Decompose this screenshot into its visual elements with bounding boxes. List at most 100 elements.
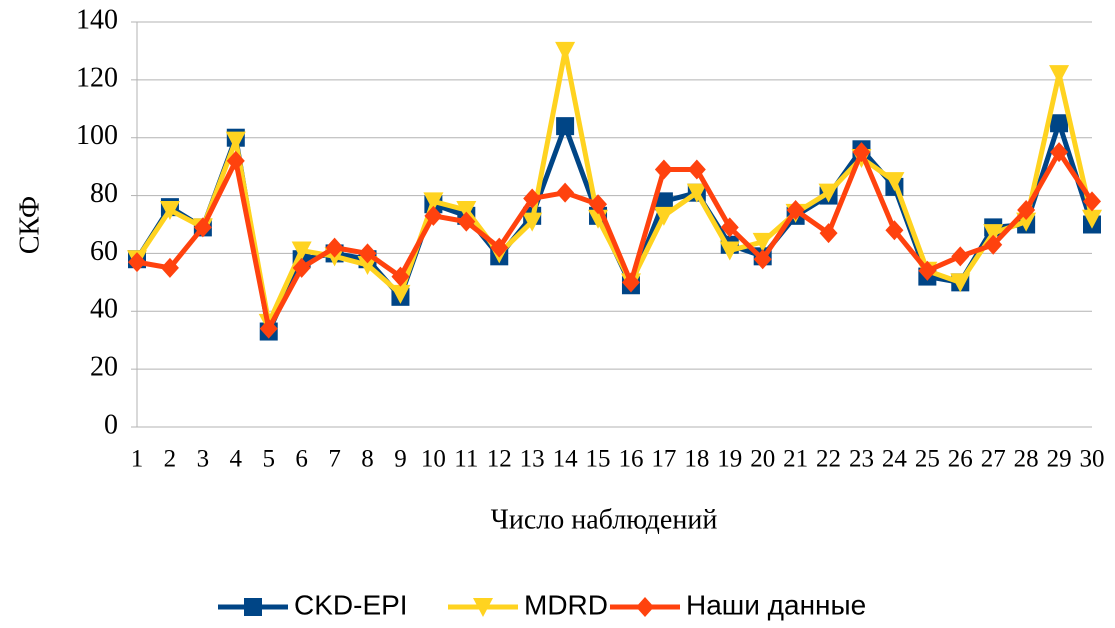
marker — [1083, 191, 1101, 212]
legend-label: CKD-EPI — [294, 589, 408, 620]
y-tick-label: 120 — [76, 62, 118, 93]
x-tick-label: 23 — [849, 446, 874, 473]
x-tick-label: 5 — [262, 446, 275, 473]
y-tick-label: 20 — [90, 352, 118, 383]
marker — [456, 201, 477, 221]
marker — [686, 183, 707, 203]
x-tick-label: 13 — [520, 446, 545, 473]
marker — [1082, 209, 1102, 229]
legend-marker — [636, 597, 654, 617]
marker — [621, 272, 640, 293]
x-tick-label: 11 — [454, 446, 478, 473]
marker — [457, 211, 476, 232]
marker — [193, 217, 212, 238]
x-tick-label: 1 — [131, 446, 144, 473]
marker — [1049, 65, 1070, 85]
marker — [951, 246, 970, 267]
marker — [390, 284, 411, 304]
marker — [819, 223, 838, 244]
marker — [357, 256, 378, 275]
marker — [984, 234, 1003, 255]
legend-label: Наши данные — [686, 589, 866, 620]
y-tick-label: 80 — [90, 178, 118, 209]
marker — [128, 252, 146, 273]
marker — [424, 205, 443, 226]
x-tick-label: 15 — [586, 446, 611, 473]
marker — [1017, 200, 1036, 221]
x-tick-label: 25 — [915, 446, 940, 473]
marker — [291, 241, 312, 261]
y-tick-label: 100 — [76, 120, 118, 151]
y-tick-label: 140 — [76, 4, 118, 35]
x-tick-label: 10 — [421, 446, 446, 473]
x-tick-label: 28 — [1014, 446, 1039, 473]
x-tick-label: 30 — [1080, 446, 1105, 473]
marker — [259, 318, 278, 339]
marker — [653, 206, 674, 226]
x-tick-label: 3 — [197, 446, 210, 473]
marker — [786, 200, 805, 221]
marker — [950, 273, 971, 293]
x-tick-label: 6 — [295, 446, 308, 473]
y-tick-label: 60 — [90, 236, 118, 267]
marker — [358, 243, 377, 264]
series-line — [136, 149, 1095, 332]
marker — [490, 237, 509, 258]
x-tick-label: 16 — [618, 446, 643, 473]
marker — [522, 212, 543, 232]
marker — [226, 150, 245, 171]
marker — [556, 182, 575, 203]
marker — [852, 142, 871, 163]
x-tick-label: 17 — [651, 446, 676, 473]
marker — [391, 266, 410, 287]
x-tick-label: 19 — [717, 446, 742, 473]
marker — [983, 224, 1004, 244]
marker — [687, 159, 706, 180]
x-tick-label: 7 — [328, 446, 341, 473]
marker — [753, 249, 772, 270]
marker — [589, 194, 608, 215]
marker — [654, 192, 673, 211]
marker — [752, 232, 773, 252]
marker — [818, 183, 839, 203]
marker — [523, 188, 542, 209]
marker — [885, 220, 904, 241]
marker — [654, 159, 673, 180]
x-tick-label: 20 — [750, 446, 775, 473]
x-axis-title: Число наблюдений — [491, 504, 718, 535]
x-tick-label: 8 — [361, 446, 374, 473]
x-tick-label: 12 — [487, 446, 512, 473]
marker — [325, 237, 344, 258]
legend-marker — [473, 598, 493, 617]
marker — [423, 192, 444, 212]
marker — [556, 117, 575, 136]
legend-label: MDRD — [524, 589, 608, 620]
y-tick-label: 0 — [104, 409, 118, 440]
x-tick-label: 18 — [684, 446, 709, 473]
legend-marker — [244, 598, 262, 616]
x-tick-label: 24 — [882, 446, 908, 473]
x-tick-label: 2 — [164, 446, 177, 473]
y-tick-label: 40 — [90, 294, 118, 325]
y-axis-title: СКФ — [14, 196, 45, 254]
x-tick-label: 22 — [816, 446, 841, 473]
x-tick-label: 26 — [948, 446, 973, 473]
x-tick-label: 14 — [553, 446, 579, 473]
marker — [555, 41, 576, 61]
marker — [918, 260, 937, 281]
marker — [160, 257, 179, 278]
marker — [720, 217, 739, 238]
marker — [1050, 114, 1069, 133]
marker — [1050, 142, 1069, 163]
marker — [884, 172, 905, 192]
marker — [225, 131, 246, 151]
x-tick-label: 27 — [981, 446, 1006, 473]
x-tick-label: 21 — [783, 446, 808, 473]
marker — [719, 241, 740, 261]
x-tick-label: 29 — [1047, 446, 1072, 473]
x-tick-label: 9 — [394, 446, 407, 473]
x-tick-label: 4 — [230, 446, 243, 473]
marker — [292, 257, 311, 278]
marker — [159, 201, 180, 221]
